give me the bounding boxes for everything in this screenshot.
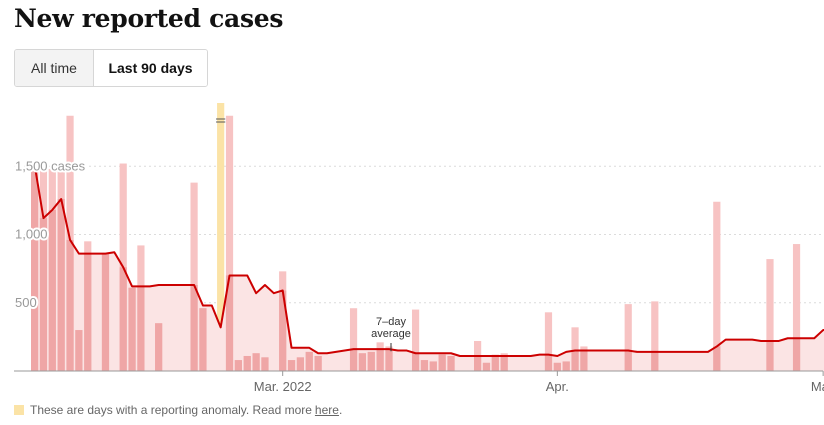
bar-83 [766, 259, 774, 371]
bar-overlap-24 [243, 355, 251, 371]
last-90-days-button[interactable]: Last 90 days [93, 50, 207, 86]
bar-overlap-19 [199, 308, 207, 371]
bar-overlap-11 [128, 287, 136, 371]
time-range-toggle: All time Last 90 days [14, 49, 208, 87]
bar-overlap-2 [48, 209, 56, 371]
average-area [31, 164, 824, 371]
bar-overlap-83 [766, 340, 774, 371]
bar-overlap-59 [553, 362, 561, 371]
average-line [33, 164, 824, 357]
bar-overlap-39 [376, 349, 384, 371]
footnote-period: . [338, 403, 343, 417]
bar-86 [792, 244, 801, 371]
bar-58 [544, 312, 553, 371]
bar-overlap-5 [75, 330, 83, 371]
bar-overlap-47 [447, 355, 455, 371]
bar-overlap-30 [296, 357, 304, 371]
bar-overlap-3 [57, 199, 65, 371]
bar-overlap-77 [713, 346, 721, 371]
bar-overlap-8 [101, 253, 110, 371]
anomaly-band-0 [217, 103, 225, 371]
anomaly-swatch [14, 405, 24, 415]
bar-overlap-32 [314, 355, 322, 371]
bar-overlap-1 [39, 218, 48, 371]
bar-overlap-0 [31, 166, 39, 371]
bar-overlap-67 [624, 350, 632, 371]
bar-overlap-26 [261, 357, 269, 371]
bar-70 [651, 301, 659, 371]
bar-overlap-29 [287, 360, 296, 371]
bar-overlap-58 [544, 354, 553, 371]
footnote-text: These are days with a reporting anomaly.… [30, 403, 312, 417]
bar-overlap-52 [491, 355, 499, 371]
bar-77 [713, 201, 721, 371]
bar-overlap-45 [429, 361, 437, 371]
bar-61 [571, 327, 579, 371]
bar-18 [190, 182, 198, 371]
all-time-button[interactable]: All time [15, 50, 93, 86]
bar-overlap-62 [580, 350, 588, 371]
cases-chart: 500 1,000 1,500 cases Mar. 2022 Apr. May 7–day… [13, 103, 824, 394]
y-tick-label-0: 500 [15, 295, 37, 310]
y-tick-label-1: 1,000 [15, 227, 48, 242]
anomaly-footnote: These are days with a reporting anomaly.… [14, 403, 342, 417]
x-tick-label-2: May [811, 379, 824, 394]
bar-overlap-53 [500, 355, 508, 371]
bar-67 [624, 304, 632, 371]
bar-overlap-46 [438, 354, 446, 371]
average-annotation-label: 7–day [376, 316, 406, 328]
bar-overlap-28 [279, 290, 287, 371]
bar-overlap-50 [474, 355, 482, 371]
bar-overlap-43 [411, 353, 420, 371]
bar-36 [349, 308, 358, 371]
bar-overlap-12 [137, 286, 145, 371]
bar-overlap-70 [651, 351, 659, 371]
bar-overlap-44 [420, 360, 429, 371]
chart-title: New reported cases [14, 4, 284, 33]
bar-overlap-18 [190, 285, 198, 371]
x-tick-label-0: Mar. 2022 [254, 379, 312, 394]
bar-22 [225, 115, 234, 372]
bar-overlap-37 [358, 353, 367, 371]
bar-overlap-36 [349, 349, 358, 371]
bar-overlap-38 [367, 351, 375, 371]
bar-overlap-6 [84, 253, 92, 371]
bar-overlap-31 [305, 351, 313, 371]
read-more-link[interactable]: here [314, 403, 339, 417]
bar-overlap-22 [225, 275, 234, 371]
bar-overlap-51 [482, 362, 491, 371]
x-tick-label-1: Apr. [546, 379, 569, 394]
bar-overlap-60 [562, 361, 570, 371]
average-annotation-label: average [371, 328, 411, 340]
y-tick-label-2: 1,500 cases [15, 158, 86, 173]
bar-overlap-61 [571, 350, 579, 371]
bar-overlap-4 [66, 239, 74, 371]
bar-overlap-86 [792, 338, 801, 371]
bar-overlap-40 [385, 349, 393, 371]
bar-43 [411, 309, 420, 371]
bar-overlap-10 [119, 267, 127, 371]
bar-overlap-25 [252, 353, 260, 371]
bar-overlap-14 [155, 323, 163, 371]
bar-overlap-23 [234, 360, 242, 371]
